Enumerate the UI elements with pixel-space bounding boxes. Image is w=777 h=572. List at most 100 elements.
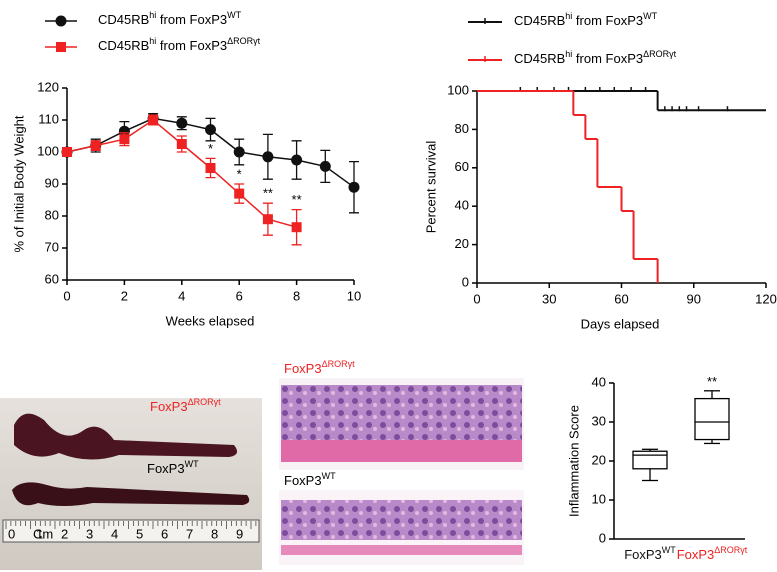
histology-label: FoxP3ΔRORγt	[284, 359, 355, 376]
text-part: FoxP3	[284, 361, 322, 376]
marker	[62, 147, 72, 157]
text-part: from FoxP3	[572, 13, 643, 28]
gross-photo: 0 Cm1 2 3 4 5 6 7 8 9	[0, 398, 262, 570]
significance: **	[263, 186, 273, 201]
significance: *	[237, 166, 242, 181]
x-tick-label: FoxP3WT	[624, 545, 676, 562]
box	[694, 397, 730, 441]
text-part: ΔRORγt	[227, 36, 261, 46]
ruler-label: 2	[61, 526, 68, 541]
significance: *	[208, 141, 213, 156]
box	[632, 450, 668, 470]
y-tick-label: 110	[38, 111, 59, 126]
y-tick-label: 0	[599, 530, 606, 545]
text-part: CD45RB	[514, 13, 565, 28]
x-tick-label: 0	[473, 291, 480, 306]
marker	[119, 134, 130, 145]
x-tick-label: 6	[236, 288, 243, 303]
y-tick-label: 60	[455, 159, 469, 174]
marker	[55, 15, 67, 27]
marker	[291, 222, 302, 233]
y-tick-label: 0	[462, 274, 469, 289]
histology-label: FoxP3WT	[284, 471, 336, 488]
y-tick-label: 70	[45, 239, 59, 254]
ruler-label: 9	[236, 526, 243, 541]
x-tick-label: 60	[614, 291, 628, 306]
text-part: from FoxP3	[156, 12, 227, 27]
text-part: FoxP3	[150, 399, 188, 414]
x-tick-label: 90	[687, 291, 701, 306]
y-tick-label: 100	[37, 143, 59, 158]
x-tick-label: 30	[542, 291, 556, 306]
y-tick-label: 120	[37, 79, 59, 94]
x-axis-title: Weeks elapsed	[166, 313, 255, 328]
y-axis-title: % of Initial Body Weight	[11, 115, 26, 252]
x-tick-label: 4	[178, 288, 185, 303]
x-tick-label: 8	[293, 288, 300, 303]
ruler-label: 6	[161, 526, 168, 541]
ruler-label: 0	[8, 526, 15, 541]
photo-label: FoxP3WT	[147, 459, 199, 476]
marker	[319, 160, 331, 172]
y-axis-title: Percent survival	[423, 141, 438, 234]
text-part: FoxP3	[147, 461, 185, 476]
histology	[279, 378, 524, 565]
text-part: hi	[565, 11, 572, 21]
y-tick-label: 40	[592, 374, 606, 389]
text-part: WT	[185, 459, 199, 469]
marker	[176, 139, 187, 149]
text-part: CD45RB	[98, 38, 149, 53]
significance: **	[707, 374, 717, 389]
x-tick-label: 2	[121, 288, 128, 303]
text-part: FoxP3	[624, 547, 662, 562]
photo-label: FoxP3ΔRORγt	[150, 397, 221, 414]
legend-label: CD45RBhi from FoxP3ΔRORγt	[98, 36, 261, 53]
text-part: WT	[662, 545, 676, 555]
y-tick-label: 20	[455, 236, 469, 251]
marker	[205, 124, 216, 136]
x-tick-label: 120	[755, 291, 777, 306]
marker	[262, 214, 273, 225]
marker	[262, 151, 274, 163]
text-part: hi	[149, 10, 156, 20]
y-tick-label: 20	[592, 452, 606, 467]
legend-label: CD45RBhi from FoxP3WT	[514, 11, 658, 28]
marker	[348, 181, 360, 193]
y-tick-label: 100	[447, 82, 469, 97]
text-part: CD45RB	[514, 51, 565, 66]
marker	[291, 154, 303, 166]
y-tick-label: 30	[592, 413, 606, 428]
text-part: FoxP3	[677, 547, 715, 562]
x-tick-label: FoxP3ΔRORγt	[677, 545, 748, 562]
ruler-label: 3	[86, 526, 93, 541]
marker	[176, 117, 188, 129]
marker	[234, 188, 245, 199]
y-axis-title: Inflammation Score	[566, 405, 581, 517]
y-tick-label: 10	[592, 491, 606, 506]
legend-label: CD45RBhi from FoxP3ΔRORγt	[514, 49, 677, 66]
text-part: ΔRORγt	[714, 545, 748, 555]
marker	[118, 125, 130, 137]
legend-label: CD45RBhi from FoxP3WT	[98, 10, 242, 27]
ruler-label: 1	[36, 526, 43, 541]
y-tick-label: 90	[45, 175, 59, 190]
x-axis-title: Days elapsed	[581, 316, 660, 331]
ruler-label: 7	[186, 526, 193, 541]
text-part: ΔRORγt	[643, 49, 677, 59]
x-tick-label: 10	[347, 288, 361, 303]
text-part: FoxP3	[284, 473, 322, 488]
marker	[205, 163, 216, 173]
text-part: WT	[227, 10, 241, 20]
y-tick-label: 40	[455, 198, 469, 213]
y-tick-label: 60	[45, 271, 59, 286]
x-tick-label: 0	[63, 288, 70, 303]
text-part: from FoxP3	[156, 38, 227, 53]
text-part: from FoxP3	[572, 51, 643, 66]
marker	[56, 42, 66, 52]
text-part: hi	[149, 36, 156, 46]
y-tick-label: 80	[455, 121, 469, 136]
ruler-label: 4	[111, 526, 118, 541]
ruler-label: 8	[211, 526, 218, 541]
text-part: hi	[565, 49, 572, 59]
